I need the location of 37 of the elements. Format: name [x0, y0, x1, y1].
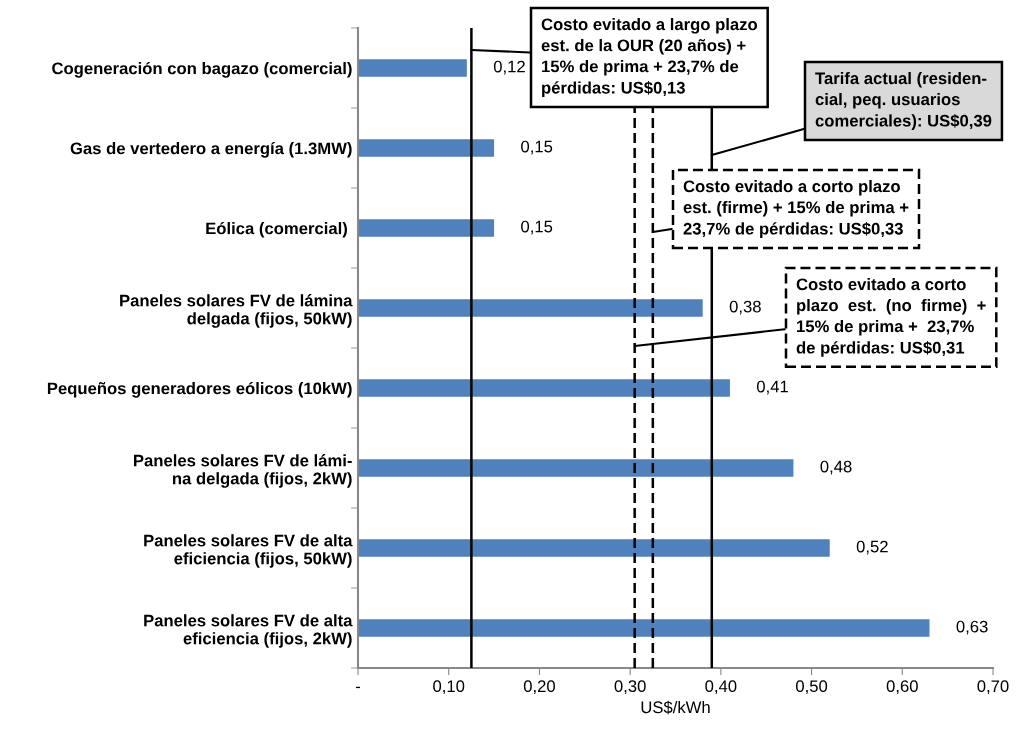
- bar: [358, 59, 467, 77]
- x-tick-label: 0,20: [523, 680, 555, 695]
- data-label: 0,48: [820, 460, 852, 475]
- y-tick-label: Paneles solares FV de alta eficiencia (fijos, 50kW): [144, 534, 353, 568]
- ref-line-label: Costo evitado a corto plazo est. (firme) + 15% de prima + 23,7% de pérdidas: US$0,33: [683, 180, 909, 238]
- bar: [358, 219, 495, 237]
- data-label: 0,38: [729, 300, 761, 315]
- x-tick-label: 0,30: [614, 680, 646, 695]
- x-axis-title: US$/kWh: [641, 700, 710, 715]
- ref-line-label: Costo evitado a largo plazo est. de la OUR (20 años) + 15% de prima + 23,7% de pérdidas: US$0,13: [541, 18, 758, 97]
- bar: [358, 139, 495, 157]
- bar: [358, 299, 703, 317]
- data-label: 0,63: [956, 620, 988, 635]
- bar: [358, 459, 794, 477]
- x-tick-label: 0,50: [796, 680, 828, 695]
- data-label: 0,15: [521, 140, 553, 155]
- y-tick-label: Paneles solares FV de alta eficiencia (fijos, 2kW): [144, 614, 353, 648]
- bar: [358, 539, 830, 557]
- x-tick-label: 0,40: [705, 680, 737, 695]
- x-tick-label: 0,10: [433, 680, 465, 695]
- x-tick-label: 0,70: [977, 680, 1009, 695]
- y-tick-label: Paneles solares FV de lámi- na delgada (fijos, 2kW): [134, 454, 352, 488]
- x-tick-label: 0,60: [886, 680, 918, 695]
- data-label: 0,41: [756, 380, 788, 395]
- y-tick-label: Pequeños generadores eólicos (10kW): [47, 381, 352, 398]
- data-label: 0,12: [493, 60, 525, 75]
- data-label: 0,52: [856, 540, 888, 555]
- bar: [358, 619, 930, 637]
- x-tick-label: -: [355, 686, 361, 689]
- ref-line-label: Costo evitado a corto plazo est. (no firme) + 15% de prima + 23,7% de pérdidas: US$0,31: [796, 278, 986, 357]
- y-tick-label: Cogeneración con bagazo (comercial): [52, 61, 352, 78]
- y-tick-label: Eólica (comercial): [206, 221, 347, 238]
- ref-line-label: Tarifa actual (residen- cial, peq. usuarios comerciales): US$0,39: [815, 72, 992, 130]
- y-tick-label: Gas de vertedero a energía (1.3MW): [70, 141, 352, 158]
- data-label: 0,15: [521, 220, 553, 235]
- y-tick-label: Paneles solares FV de lámina delgada (fijos, 50kW): [120, 294, 353, 328]
- bar: [358, 379, 730, 397]
